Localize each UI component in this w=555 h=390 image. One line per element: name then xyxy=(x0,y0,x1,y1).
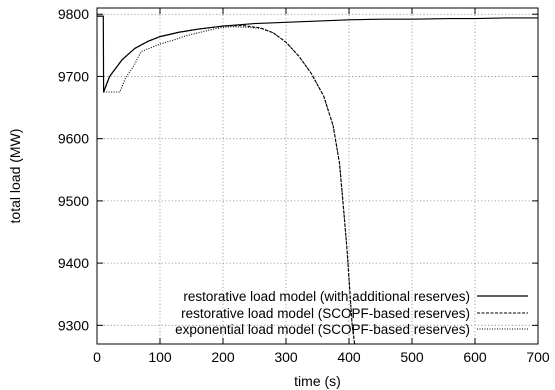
y-tick-label: 9500 xyxy=(58,193,89,209)
x-tick-label: 100 xyxy=(148,349,172,365)
legend-label-1: restorative load model (with additional … xyxy=(183,289,470,304)
series-line-3 xyxy=(103,26,356,344)
x-tick-label: 300 xyxy=(274,349,298,365)
y-tick-label: 9600 xyxy=(58,131,89,147)
y-tick-label: 9800 xyxy=(58,6,89,22)
y-tick-label: 9400 xyxy=(58,255,89,271)
legend-label-2: restorative load model (SCOPF-based rese… xyxy=(181,306,470,321)
legend: restorative load model (with additional … xyxy=(175,289,528,337)
y-tick-label: 9700 xyxy=(58,68,89,84)
series-line-1 xyxy=(97,15,538,93)
x-tick-label: 500 xyxy=(400,349,424,365)
x-tick-label: 700 xyxy=(526,349,550,365)
x-axis-label: time (s) xyxy=(294,373,341,389)
x-tick-label: 0 xyxy=(93,349,101,365)
y-tick-label: 9300 xyxy=(58,317,89,333)
x-tick-label: 600 xyxy=(463,349,487,365)
x-tick-label: 400 xyxy=(337,349,361,365)
series-line-2 xyxy=(103,24,356,344)
grid-lines xyxy=(97,8,538,344)
axis-ticks: 0 100 200 300 400 500 600 700 9300 9400 9500 9600 97… xyxy=(58,6,550,365)
plot-frame xyxy=(96,7,539,345)
x-tick-label: 200 xyxy=(211,349,235,365)
y-axis-label: total load (MW) xyxy=(7,129,23,224)
series-layer xyxy=(97,15,538,344)
legend-label-3: exponential load model (SCOPF-based rese… xyxy=(175,322,470,337)
